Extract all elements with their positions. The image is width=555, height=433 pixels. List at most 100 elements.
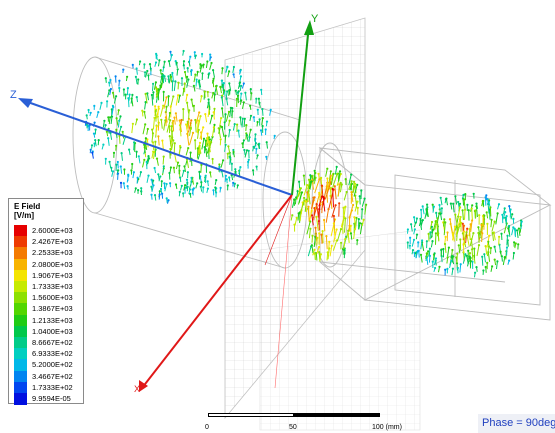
field-vector-arrowhead xyxy=(145,160,148,164)
field-vector-arrow xyxy=(316,237,318,246)
field-vector-arrowhead xyxy=(413,216,416,219)
field-vector-arrowhead xyxy=(131,162,134,166)
field-vector-arrowhead xyxy=(487,200,490,203)
field-vector-arrowhead xyxy=(484,245,487,248)
legend-value: 1.7333E+03 xyxy=(32,282,73,291)
field-vector-arrowhead xyxy=(178,124,182,127)
field-vector-arrow xyxy=(434,220,438,231)
field-vector-arrow xyxy=(198,147,201,155)
field-vector-arrow xyxy=(348,174,352,186)
field-vector-arrowhead xyxy=(496,260,499,263)
field-vector-arrow xyxy=(339,184,343,193)
field-vector-arrow xyxy=(520,221,523,229)
field-vector-arrowhead xyxy=(300,191,304,194)
field-vector-arrow xyxy=(153,152,155,160)
field-vector-arrowhead xyxy=(363,197,366,200)
field-vector-arrowhead xyxy=(198,79,201,82)
field-vector-arrowhead xyxy=(137,155,140,158)
field-vector-arrowhead xyxy=(198,170,201,173)
field-vector-arrowhead xyxy=(162,104,165,107)
field-vector-arrowhead xyxy=(186,181,189,184)
field-vector-arrowhead xyxy=(198,141,202,144)
field-vector-arrowhead xyxy=(467,209,470,212)
field-vector-arrowhead xyxy=(116,172,120,175)
field-vector-arrow xyxy=(108,117,111,125)
legend-entry: 1.5600E+03 xyxy=(14,292,82,304)
field-vector-arrowhead xyxy=(170,75,173,78)
field-vector-arrow xyxy=(261,109,264,116)
field-vector-arrow xyxy=(309,210,313,221)
field-vector-arrowhead xyxy=(212,91,215,95)
field-vector-arrowhead xyxy=(153,116,156,119)
field-vector-arrowhead xyxy=(202,63,205,66)
field-vector-arrowhead xyxy=(318,191,321,194)
field-vector-arrowhead xyxy=(144,137,147,140)
field-vector-arrowhead xyxy=(261,124,264,128)
field-vector-arrow xyxy=(200,164,202,173)
legend-entry: 8.6667E+02 xyxy=(14,337,82,349)
field-vector-arrowhead xyxy=(344,205,347,208)
field-vector-arrow xyxy=(199,145,202,154)
field-vector-arrowhead xyxy=(179,176,182,179)
field-vector-arrow xyxy=(426,257,429,265)
field-vector-arrow xyxy=(298,192,303,204)
field-vector-arrowhead xyxy=(201,52,204,56)
field-vector-arrow xyxy=(186,159,189,168)
field-vector-arrow xyxy=(454,196,458,205)
field-vector-arrowhead xyxy=(220,117,223,120)
field-vector-arrowhead xyxy=(491,231,494,235)
field-vector-arrow xyxy=(174,117,176,125)
field-vector-arrow xyxy=(242,102,245,109)
field-vector-arrow xyxy=(451,256,455,265)
field-vector-arrow xyxy=(445,198,448,206)
legend-value: 2.0800E+03 xyxy=(32,259,73,269)
field-vector-arrowhead xyxy=(171,71,174,75)
field-vector-arrow xyxy=(481,224,483,235)
field-vector-arrowhead xyxy=(339,181,342,184)
field-vector-arrowhead xyxy=(489,206,492,209)
field-vector-arrowhead xyxy=(224,134,227,137)
field-vector-arrowhead xyxy=(512,217,515,220)
field-vector-arrow xyxy=(158,85,161,95)
field-vector-arrowhead xyxy=(212,126,215,129)
field-vector-arrow xyxy=(420,219,424,228)
field-vector-arrowhead xyxy=(194,139,197,142)
field-vector-arrowhead xyxy=(111,91,115,94)
field-vector-arrow xyxy=(457,207,461,219)
field-vector-arrowhead xyxy=(196,70,199,73)
field-vector-arrowhead xyxy=(236,184,239,187)
field-vector-arrowhead xyxy=(432,228,435,231)
field-vector-arrow xyxy=(297,213,300,221)
field-vector-arrow xyxy=(449,260,452,269)
field-vector-arrowhead xyxy=(214,186,217,189)
field-vector-arrowhead xyxy=(97,139,100,142)
field-vector-arrow xyxy=(117,120,120,128)
field-vector-arrowhead xyxy=(356,183,359,186)
field-vector-arrowhead xyxy=(187,147,190,150)
field-vector-arrowhead xyxy=(107,137,110,140)
field-vector-arrow xyxy=(143,111,147,119)
field-vector-arrowhead xyxy=(513,241,516,244)
field-vector-arrowhead xyxy=(124,93,127,96)
field-vector-arrowhead xyxy=(350,193,353,196)
field-vector-arrowhead xyxy=(429,231,432,234)
field-vector-arrowhead xyxy=(206,90,209,94)
z-axis-line xyxy=(21,99,293,196)
field-vector-arrow xyxy=(199,65,203,73)
field-vector-arrow xyxy=(496,261,498,270)
field-vector-arrowhead xyxy=(309,181,312,184)
field-vector-arrowhead xyxy=(230,162,233,165)
field-vector-arrowhead xyxy=(160,82,163,85)
field-vector-arrowhead xyxy=(228,70,231,73)
field-vector-arrowhead xyxy=(165,96,168,99)
color-legend: E Field [V/m] 2.6000E+03 2.4267E+03 2.2533… xyxy=(8,198,84,405)
field-vector-arrowhead xyxy=(409,236,412,239)
field-vector-arrow xyxy=(250,93,252,101)
field-vector-arrow xyxy=(238,130,240,138)
field-vector-arrowhead xyxy=(309,227,312,230)
field-vector-arrowhead xyxy=(330,244,333,247)
field-vector-arrowhead xyxy=(313,248,316,251)
field-vector-arrowhead xyxy=(459,215,462,219)
